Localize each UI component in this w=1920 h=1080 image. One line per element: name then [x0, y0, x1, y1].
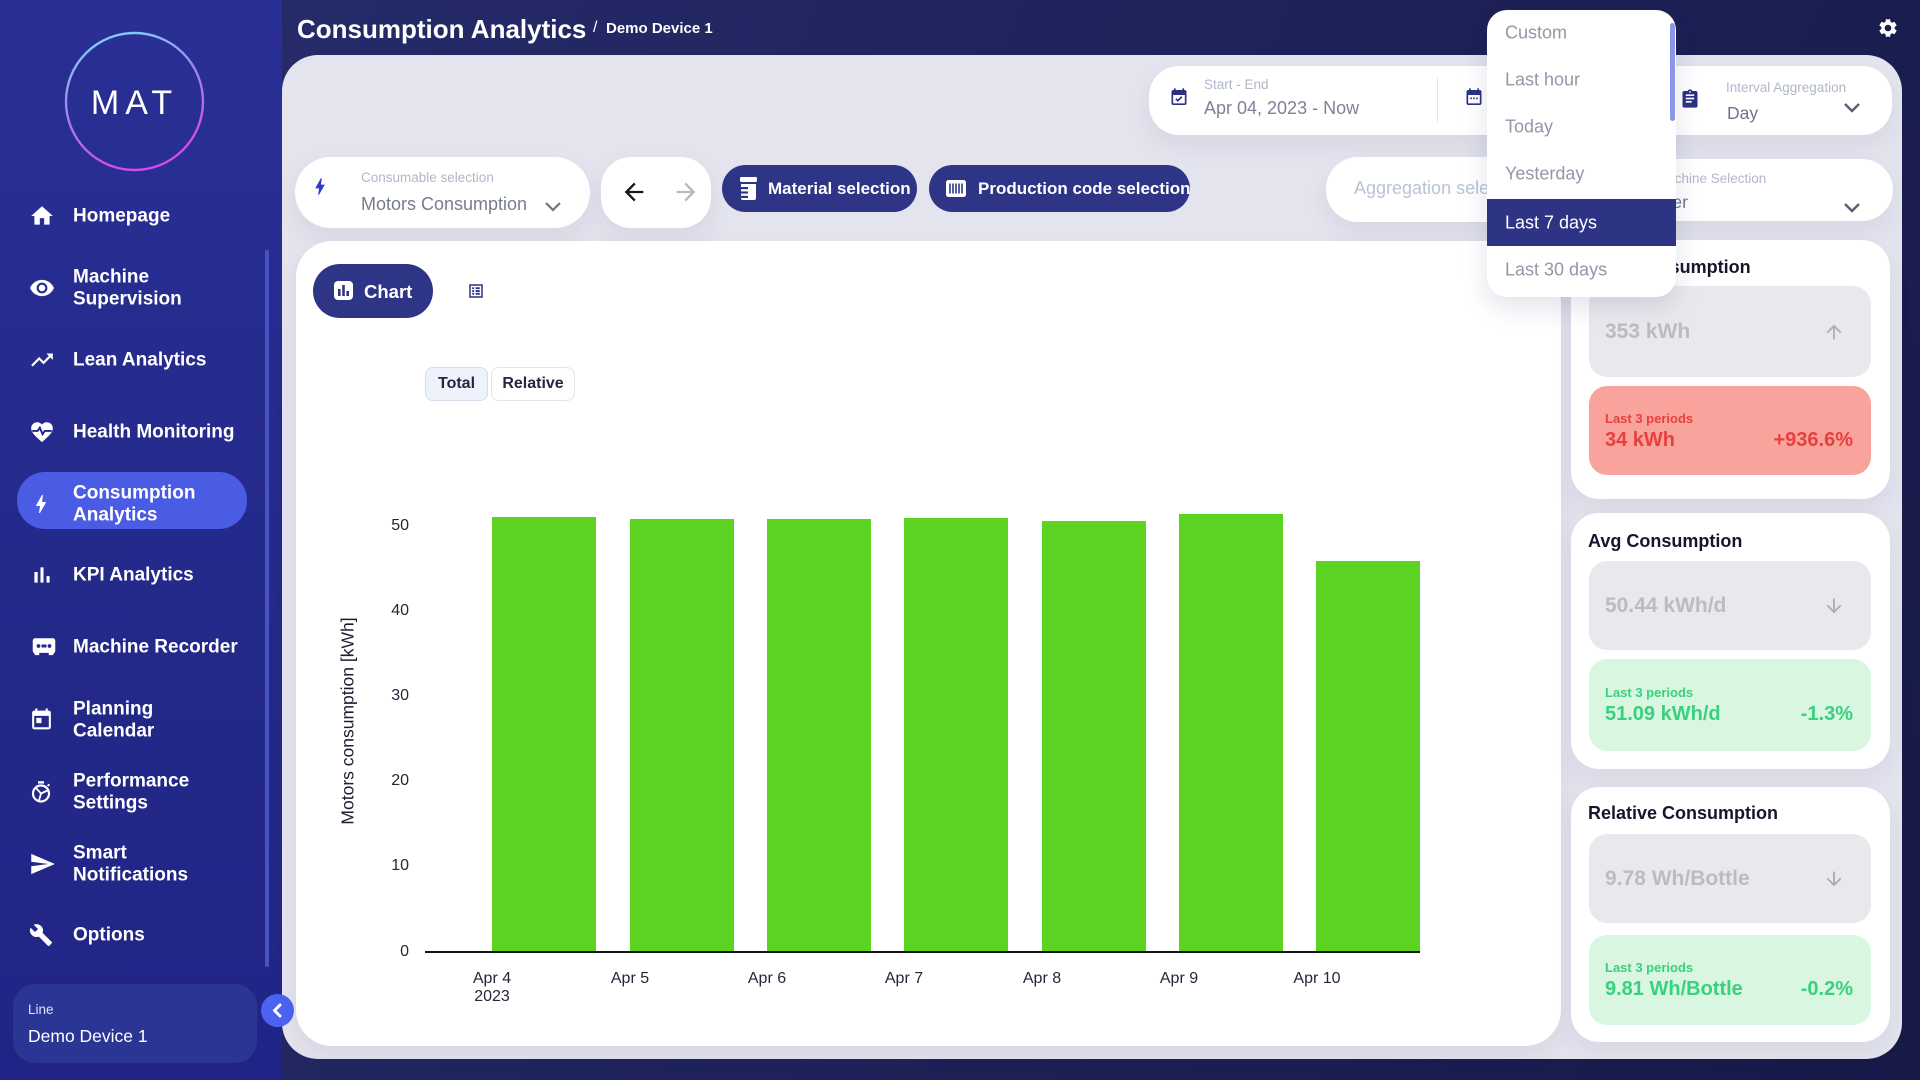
svg-text:MAT: MAT	[91, 84, 178, 122]
